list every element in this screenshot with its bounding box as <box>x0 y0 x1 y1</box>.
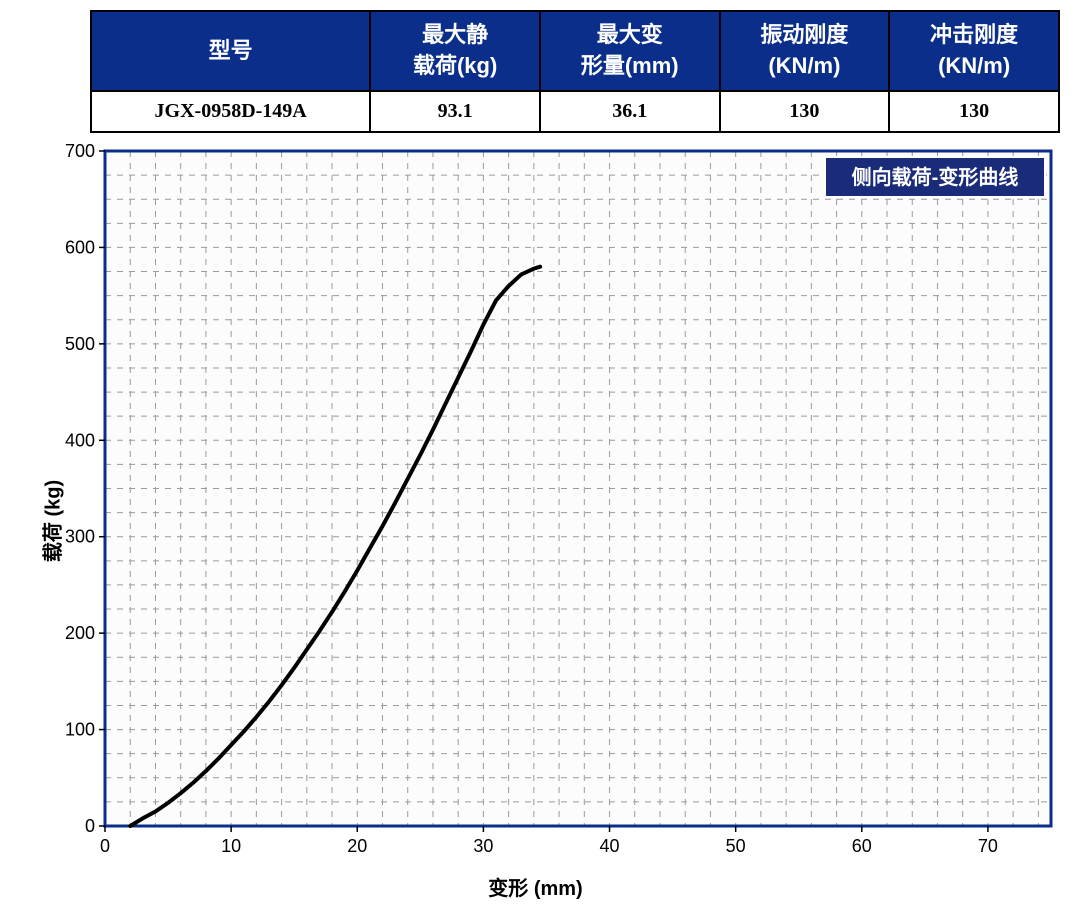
spec-table: 型号最大静载荷(kg)最大变形量(mm)振动刚度(KN/m)冲击刚度(KN/m)… <box>90 10 1060 133</box>
svg-text:600: 600 <box>65 237 95 257</box>
spec-header-cell: 型号 <box>91 11 370 91</box>
svg-text:50: 50 <box>726 836 746 856</box>
svg-text:30: 30 <box>473 836 493 856</box>
chart-container: 载荷 (kg) 01020304050607001002003004005006… <box>10 141 1061 901</box>
spec-data-row: JGX-0958D-149A93.136.1130130 <box>91 91 1059 132</box>
svg-text:100: 100 <box>65 720 95 740</box>
spec-header-cell: 最大变形量(mm) <box>540 11 720 91</box>
svg-text:60: 60 <box>852 836 872 856</box>
svg-text:20: 20 <box>347 836 367 856</box>
svg-text:侧向载荷-变形曲线: 侧向载荷-变形曲线 <box>852 165 1019 189</box>
svg-text:0: 0 <box>100 836 110 856</box>
svg-text:300: 300 <box>65 527 95 547</box>
load-deformation-chart: 0102030405060700100200300400500600700侧向载… <box>50 141 1061 871</box>
svg-text:500: 500 <box>65 334 95 354</box>
svg-text:700: 700 <box>65 141 95 161</box>
svg-text:200: 200 <box>65 623 95 643</box>
spec-data-cell: JGX-0958D-149A <box>91 91 370 132</box>
svg-text:400: 400 <box>65 430 95 450</box>
svg-text:40: 40 <box>600 836 620 856</box>
spec-header-cell: 冲击刚度(KN/m) <box>889 11 1059 91</box>
svg-text:0: 0 <box>85 816 95 836</box>
svg-text:10: 10 <box>221 836 241 856</box>
spec-data-cell: 93.1 <box>370 91 540 132</box>
spec-data-cell: 130 <box>720 91 890 132</box>
svg-text:70: 70 <box>978 836 998 856</box>
spec-data-cell: 36.1 <box>540 91 720 132</box>
spec-data-cell: 130 <box>889 91 1059 132</box>
spec-header-cell: 振动刚度(KN/m) <box>720 11 890 91</box>
spec-header-row: 型号最大静载荷(kg)最大变形量(mm)振动刚度(KN/m)冲击刚度(KN/m) <box>91 11 1059 91</box>
spec-header-cell: 最大静载荷(kg) <box>370 11 540 91</box>
x-axis-label: 变形 (mm) <box>488 872 582 901</box>
